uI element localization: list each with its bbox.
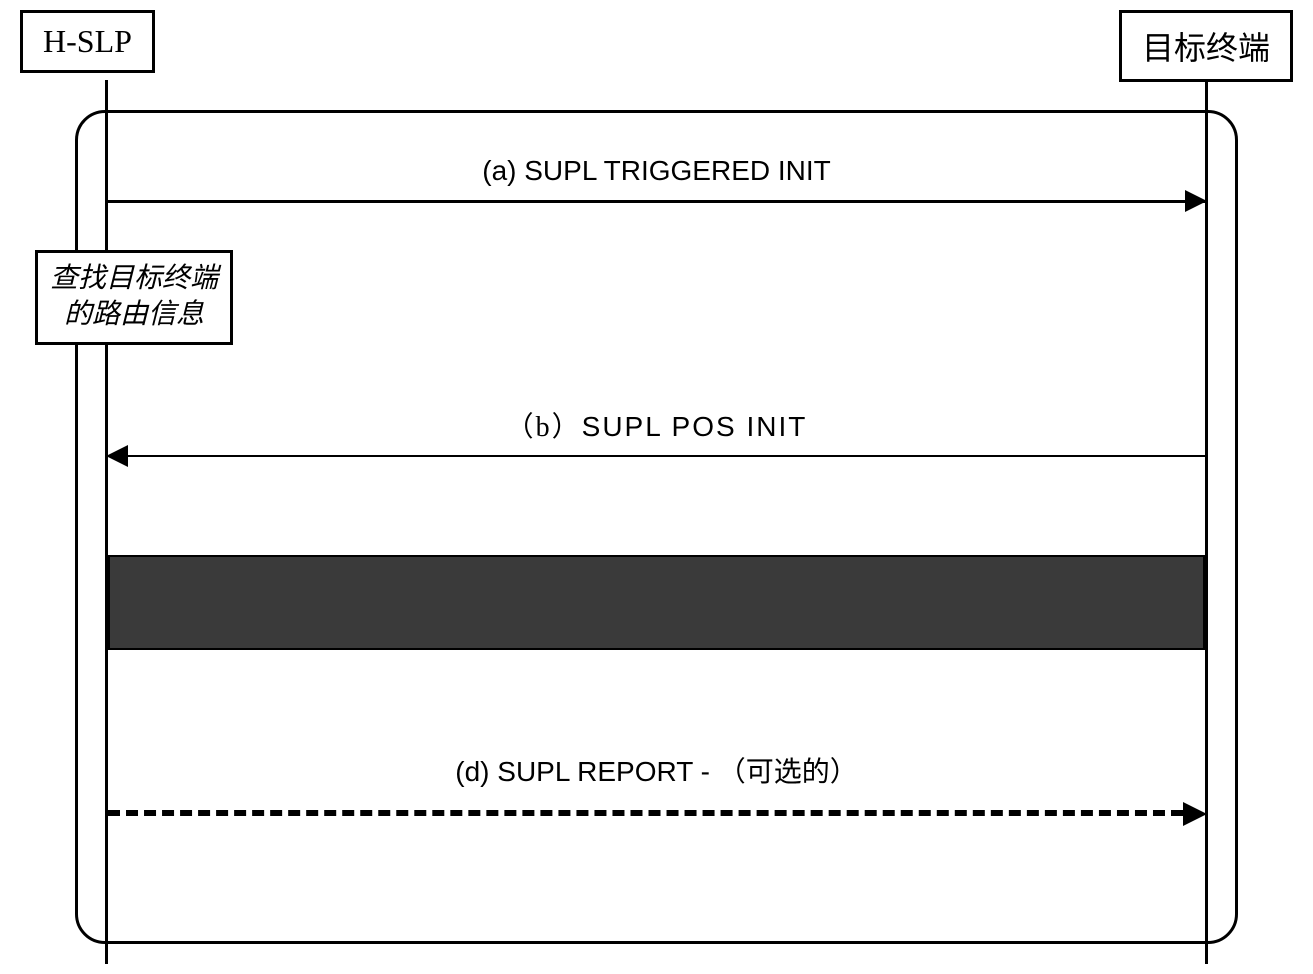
message-d-suffix: （可选的） (718, 757, 858, 788)
message-b-arrow (108, 455, 1205, 457)
actor-left-box: H-SLP (20, 10, 155, 73)
message-d-arrow (108, 810, 1183, 816)
message-d-text: SUPL REPORT - (497, 756, 717, 787)
message-a-label: (a) SUPL TRIGGERED INIT (200, 155, 1113, 187)
actor-left-label: H-SLP (43, 23, 132, 59)
message-b-label: （b）SUPL POS INIT (200, 405, 1113, 445)
interaction-frame (75, 110, 1238, 944)
actor-right-box: 目标终端 (1119, 10, 1293, 82)
message-b-text: SUPL POS INIT (582, 411, 808, 442)
note-line1: 查找目标终端 (50, 263, 218, 294)
note-line2: 的路由信息 (64, 299, 204, 330)
activation-bar (108, 555, 1205, 650)
message-d-label: (d) SUPL REPORT - （可选的） (200, 750, 1113, 790)
actor-right-label: 目标终端 (1142, 30, 1270, 66)
note-routing-info: 查找目标终端 的路由信息 (35, 250, 233, 345)
message-a-arrow (108, 200, 1205, 203)
message-b-prefix: （b） (506, 412, 582, 443)
message-d-prefix: (d) (455, 756, 497, 787)
